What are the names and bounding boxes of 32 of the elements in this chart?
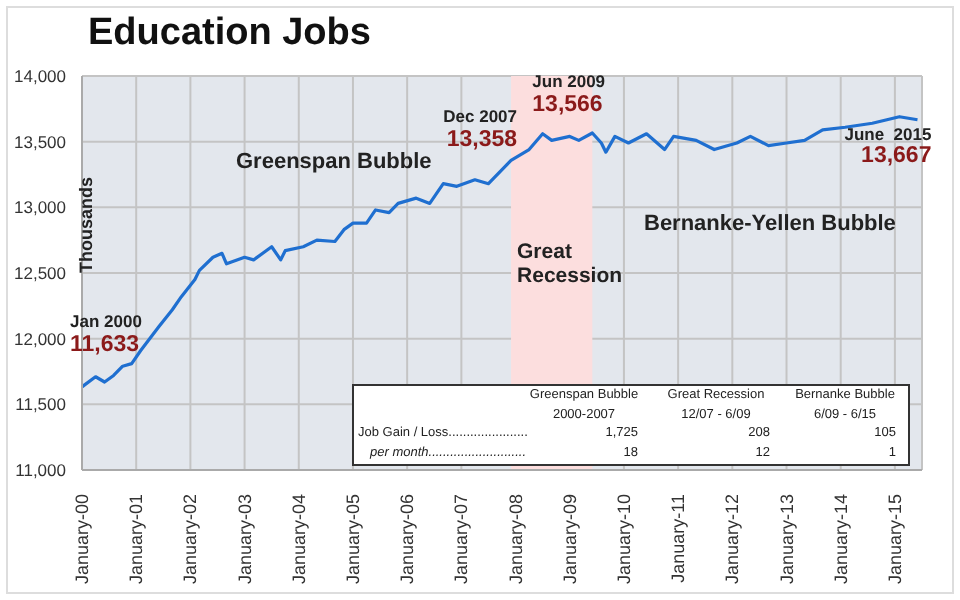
- x-tick-label: January-01: [126, 494, 147, 585]
- x-tick-label: January-13: [776, 494, 797, 585]
- y-tick-label: 12,000: [14, 328, 67, 349]
- x-tick-label: January-04: [288, 494, 309, 585]
- x-tick-label: January-02: [180, 494, 201, 585]
- x-tick-label: January-05: [342, 494, 363, 585]
- x-tick-label: January-07: [451, 494, 472, 585]
- x-tick-label: January-06: [397, 494, 418, 585]
- x-tick-label: January-09: [559, 494, 580, 585]
- y-tick-label: 13,500: [14, 131, 67, 152]
- chart-title: Education Jobs: [88, 12, 371, 56]
- x-tick-label: January-14: [830, 494, 851, 585]
- x-tick-label: January-11: [668, 494, 689, 583]
- annotation: Jun 2009 13,566: [532, 71, 606, 117]
- annotation: June 2015 13,667: [844, 123, 932, 168]
- x-tick-label: January-12: [722, 494, 743, 585]
- annotation: Jan 2000 11,633: [70, 310, 143, 357]
- y-tick-label: 11,500: [15, 394, 67, 415]
- x-tick-label: January-10: [613, 494, 634, 585]
- y-tick-label: 14,000: [14, 66, 67, 87]
- x-tick-label: January-00: [72, 494, 92, 585]
- x-tick-label: January-03: [234, 494, 255, 585]
- annotation: Dec 2007 13,358: [443, 106, 519, 153]
- y-tick-label: 11,000: [15, 460, 67, 481]
- y-axis-title: Thousands: [76, 176, 97, 273]
- y-tick-label: 13,000: [14, 197, 67, 218]
- x-tick-label: January-08: [505, 494, 526, 585]
- annotation: Bernanke-Yellen Bubble: [644, 212, 896, 236]
- y-tick-label: 12,500: [14, 263, 67, 284]
- x-tick-label: January-15: [884, 494, 905, 585]
- annotation: Greenspan Bubble: [236, 150, 432, 174]
- band-label: Great Recession: [517, 240, 623, 288]
